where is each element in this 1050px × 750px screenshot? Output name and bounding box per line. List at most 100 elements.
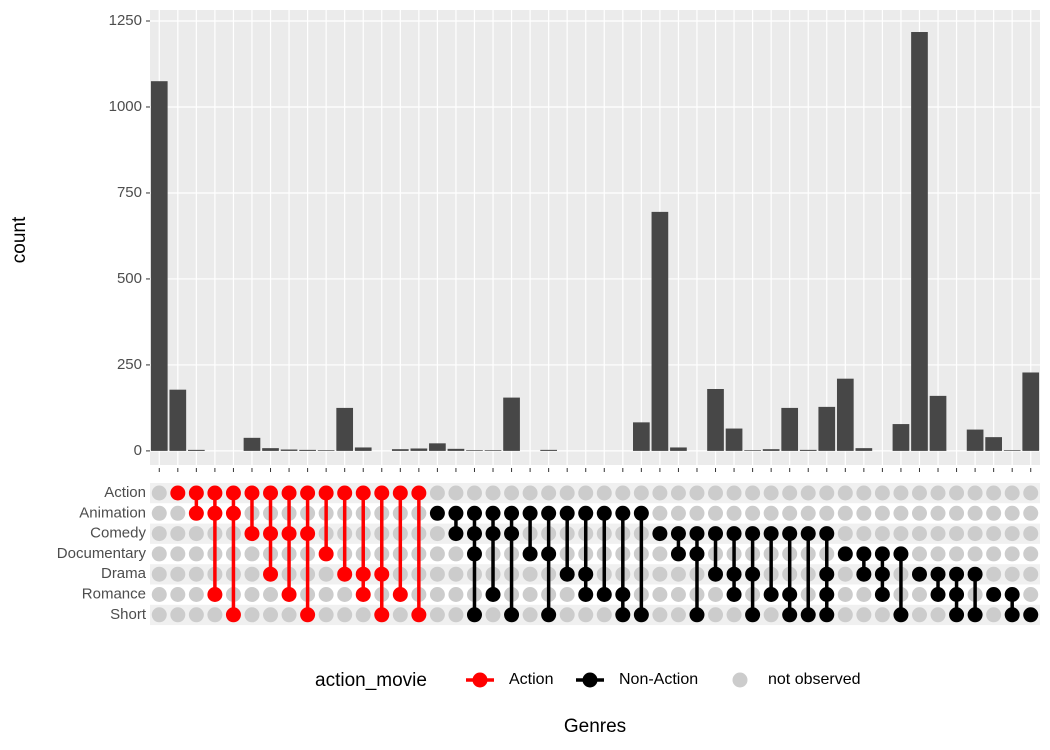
dot [522,505,538,521]
dot-empty [911,587,927,602]
bar [150,81,168,451]
dot [930,587,946,602]
dot-empty [1023,546,1039,562]
bar [1022,372,1040,451]
bar [336,407,354,451]
bar [985,437,1002,451]
dot [411,485,427,501]
dot-empty [800,505,816,521]
dot-empty [670,566,686,582]
dot-empty [986,566,1002,582]
dot-empty [188,546,204,562]
dot [633,505,649,521]
dot [596,587,612,602]
dot [281,587,297,602]
dot [541,607,557,623]
bar [836,378,854,451]
dot [856,566,872,582]
dot-empty [337,587,353,602]
set-label: Romance [82,585,146,602]
dot [541,505,557,521]
dot-empty [874,526,890,542]
dot-empty [559,587,575,602]
bar [188,449,205,451]
dot [930,566,946,582]
dot [763,526,779,542]
dot [652,526,668,542]
dot-empty [170,607,186,623]
dot-empty [819,505,835,521]
dot [745,566,761,582]
dot-empty [151,587,167,602]
dot [578,587,594,602]
dot-empty [986,526,1002,542]
dot [188,485,204,501]
dot [819,526,835,542]
dot-empty [318,587,334,602]
dot-empty [170,587,186,602]
dot-empty [986,607,1002,623]
bar [354,447,372,451]
dot-empty [151,485,167,501]
dot-empty [708,587,724,602]
dot [263,566,279,582]
dot-empty [244,607,260,623]
dot-empty [856,485,872,501]
dot [225,485,241,501]
dot-empty [596,607,612,623]
dot [522,546,538,562]
dot-empty [856,505,872,521]
dot [485,587,501,602]
dot-empty [188,526,204,542]
bar [818,406,836,451]
dot [559,566,575,582]
dot-empty [429,587,445,602]
dot-empty [874,505,890,521]
dot [300,607,316,623]
dot [374,485,390,501]
dot [448,505,464,521]
bar [670,447,687,451]
dot-empty [1023,485,1039,501]
dot-empty [949,485,965,501]
dot-empty [930,505,946,521]
dot-empty [911,607,927,623]
bar [243,437,261,451]
dot-empty [949,526,965,542]
dot [374,607,390,623]
dot-empty [986,505,1002,521]
matrix-row [150,604,1040,626]
dot-empty [652,566,668,582]
dot-empty [670,607,686,623]
dot [578,566,594,582]
dot-empty [392,607,408,623]
dot [708,566,724,582]
legend-label: Action [509,671,553,688]
dot-empty [986,546,1002,562]
dot-empty [429,566,445,582]
bar [280,449,298,451]
dot-empty [726,607,742,623]
dot [392,587,408,602]
dot-empty [485,607,501,623]
dot-empty [522,485,538,501]
dot [615,587,631,602]
dot [188,505,204,521]
dot [689,607,705,623]
bar [299,449,316,451]
bar [169,389,187,451]
dot-empty [893,505,909,521]
matrix-row [150,483,1040,504]
dot-empty [930,485,946,501]
dot [1004,607,1020,623]
dot [949,607,965,623]
bar [429,443,446,451]
dot [485,526,501,542]
dot [763,587,779,602]
dot [874,546,890,562]
dot-empty [318,566,334,582]
dot [337,566,353,582]
dot-empty [874,607,890,623]
dot-empty [522,587,538,602]
bar [391,449,409,451]
